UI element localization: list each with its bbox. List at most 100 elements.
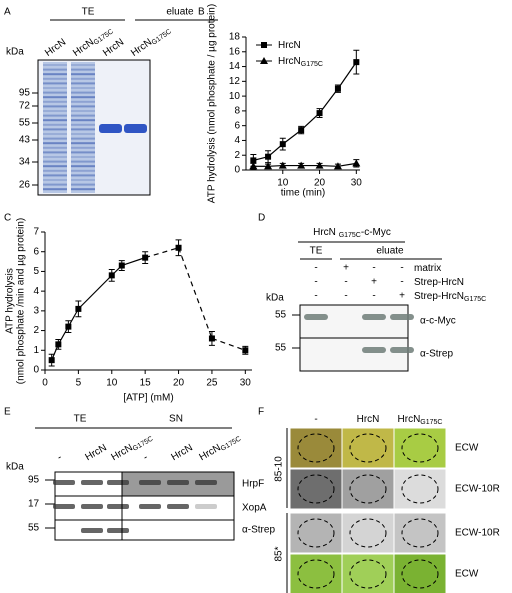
- label-text: -: [314, 414, 317, 425]
- lane-label: HrcN: [169, 442, 194, 463]
- column-label: -: [314, 414, 317, 425]
- column-label: HrcNG175C: [398, 414, 443, 426]
- y-tick-label: 18: [229, 32, 241, 43]
- blot-band: [53, 480, 75, 485]
- leaf-image: [289, 553, 343, 593]
- blot-band: [304, 314, 328, 320]
- strain-label: 85-10: [274, 456, 285, 482]
- blot: [54, 519, 235, 541]
- line-segment: [337, 162, 357, 167]
- gel-band: [71, 169, 95, 172]
- infiltration-area: [297, 433, 335, 463]
- gel-lane: [43, 62, 67, 193]
- gel-band: [43, 133, 67, 135]
- blot-band: [362, 314, 386, 320]
- point: [242, 347, 249, 354]
- label-text: -: [55, 452, 63, 463]
- label-text: HrcN: [278, 56, 301, 67]
- blot-label: α-Strep: [242, 525, 275, 536]
- gel-band: [99, 124, 122, 133]
- label-text: HrcN: [278, 40, 301, 51]
- panel-letter: C: [4, 213, 11, 224]
- sign: -: [314, 277, 317, 288]
- gel-band: [43, 114, 67, 117]
- leaf-image: [341, 468, 395, 510]
- blot: [299, 304, 409, 339]
- line-segment: [319, 88, 339, 114]
- blot-label: HrpF: [242, 479, 264, 490]
- infiltration-area: [349, 433, 387, 463]
- gel-band: [71, 146, 95, 149]
- y-tick-label: 4: [33, 286, 39, 297]
- panel-letter: E: [4, 407, 11, 418]
- row-label: ECW-10R: [455, 528, 500, 539]
- sign: -: [314, 291, 317, 302]
- gel-band: [43, 151, 67, 154]
- label-text: HrcN: [43, 37, 68, 59]
- marker-label: 72: [19, 101, 31, 112]
- gel-band: [43, 183, 67, 186]
- line-segment: [282, 129, 302, 145]
- sign: -: [344, 277, 347, 288]
- gel-band: [71, 165, 95, 168]
- point: [208, 335, 215, 342]
- label-text: Strep-HrcN: [414, 277, 464, 288]
- leaf-image: [341, 512, 395, 554]
- lane-label: HrcNG175C: [129, 24, 173, 60]
- blot-band: [167, 504, 189, 509]
- blot-band: [139, 504, 161, 509]
- leaf-image: [393, 427, 447, 469]
- x-tick-label: 20: [314, 178, 326, 189]
- point: [334, 85, 341, 92]
- y-tick-label: 7: [33, 227, 39, 238]
- group-label: TE: [310, 246, 323, 257]
- y-tick-label: 16: [229, 46, 241, 57]
- infiltration-area: [297, 518, 335, 548]
- x-tick-label: 10: [106, 378, 118, 389]
- sign: -: [400, 277, 403, 288]
- x-tick-label: 5: [76, 378, 82, 389]
- label-text: HrcN: [109, 442, 134, 463]
- x-axis-label: time (min): [281, 188, 325, 199]
- leaf-image: [341, 427, 395, 469]
- gel-band: [71, 100, 95, 103]
- x-tick-label: 20: [173, 378, 185, 389]
- y-tick-label: 6: [33, 246, 39, 257]
- gel-band: [43, 91, 67, 94]
- point: [265, 153, 272, 160]
- x-tick-label: 25: [206, 378, 218, 389]
- leaf-image: [341, 553, 395, 593]
- gel-band: [71, 128, 95, 131]
- label-text: HrcN: [313, 227, 339, 238]
- unit-label: kDa: [266, 293, 284, 304]
- label-subscript: G175C: [301, 61, 323, 68]
- gel-band: [71, 87, 95, 89]
- line-segment: [337, 61, 357, 90]
- blot-band: [107, 504, 129, 509]
- blot-band: [167, 480, 189, 485]
- sign: +: [399, 291, 405, 302]
- infiltration-area: [401, 433, 439, 463]
- blot-band: [53, 504, 75, 509]
- gel-band: [43, 156, 67, 158]
- blot-label: α-Strep: [420, 349, 453, 360]
- marker-label: 43: [19, 135, 31, 146]
- label-subscript: G175C: [339, 232, 361, 239]
- kda-label: 55: [275, 343, 287, 354]
- legend-marker: [261, 42, 267, 48]
- line-segment: [77, 274, 113, 310]
- point: [333, 162, 342, 170]
- y-tick-label: 12: [229, 76, 241, 87]
- lane-label: HrcNG175C: [197, 431, 242, 464]
- gel-band: [71, 142, 95, 145]
- lane-label: -: [55, 452, 63, 463]
- blot-band: [195, 480, 217, 485]
- gel-band: [43, 174, 67, 177]
- row-label: Strep-HrcN: [414, 277, 464, 288]
- point: [279, 141, 286, 148]
- blot: [299, 337, 409, 372]
- label-text: matrix: [414, 263, 441, 274]
- point: [175, 244, 182, 251]
- gel-band: [43, 188, 67, 191]
- label-text: HrcN: [398, 414, 421, 425]
